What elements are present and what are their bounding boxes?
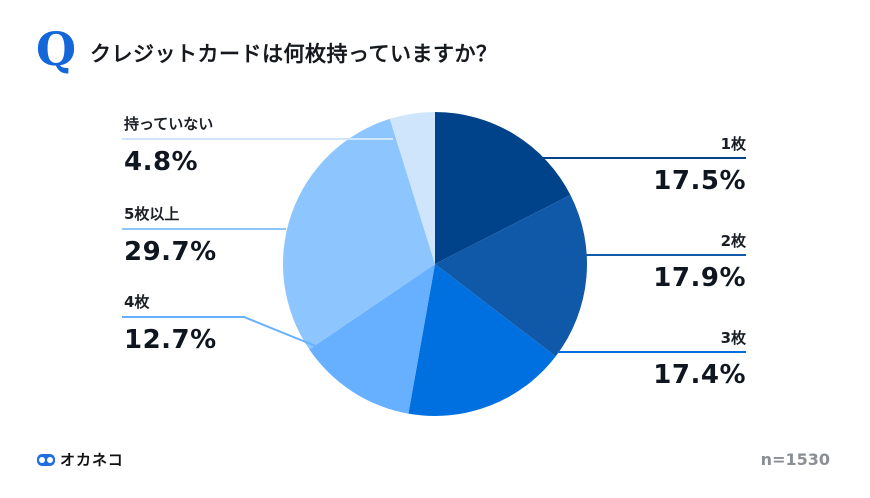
- value-none: 4.8%: [124, 147, 199, 177]
- leader-line-4: [122, 316, 319, 348]
- question-mark-icon: Q: [36, 22, 77, 76]
- label-5-plus: 5枚以上: [124, 205, 180, 223]
- label-1-card: 1枚: [720, 135, 746, 153]
- sample-size: n=1530: [760, 450, 830, 469]
- label-4-cards: 4枚: [124, 293, 150, 311]
- pie-slices: [282, 112, 587, 416]
- chart-title: クレジットカードは何枚持っていますか？: [90, 42, 498, 66]
- brand-logo: オカネコ: [36, 449, 124, 470]
- label-2-cards: 2枚: [720, 232, 746, 250]
- leader-lines: [122, 138, 746, 353]
- label-none: 持っていない: [124, 115, 214, 133]
- pie-slice-5: [282, 118, 435, 350]
- value-3-cards: 17.4%: [653, 360, 746, 390]
- value-2-cards: 17.9%: [653, 263, 746, 293]
- value-4-cards: 12.7%: [124, 325, 217, 355]
- brand-name: オカネコ: [60, 451, 124, 469]
- pie-slice-6: [389, 112, 435, 264]
- pie-slice-1: [435, 112, 571, 264]
- pie-slice-4: [309, 264, 435, 414]
- value-1-card: 17.5%: [653, 166, 746, 196]
- okaneko-cat-icon: [37, 453, 55, 466]
- value-5-plus: 29.7%: [124, 237, 217, 267]
- label-3-cards: 3枚: [720, 329, 746, 347]
- pie-slice-3: [408, 264, 556, 416]
- pie-slice-2: [435, 194, 587, 357]
